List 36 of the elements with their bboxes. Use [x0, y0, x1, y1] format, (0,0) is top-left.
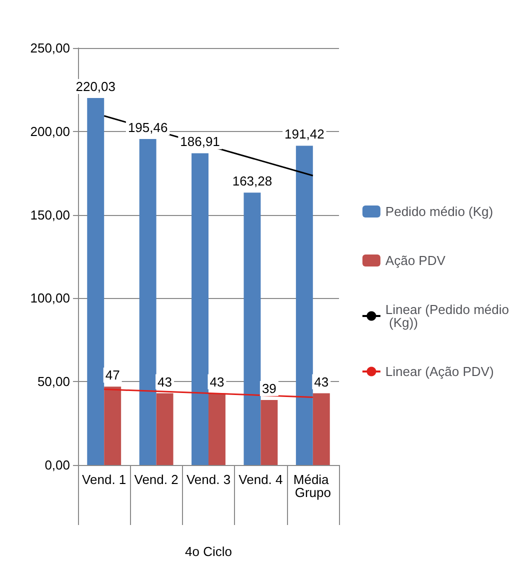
x-tick-label: Média Grupo [293, 472, 332, 500]
y-tick-label: 150,00 [30, 207, 70, 222]
y-tick-label: 100,00 [30, 290, 70, 306]
bar [208, 393, 226, 465]
x-tick-label: Vend. 4 [238, 472, 283, 487]
bar [296, 146, 313, 465]
y-tick-label: 0,00 [44, 458, 70, 472]
data-label: 47 [105, 368, 120, 383]
bar [192, 153, 208, 465]
y-tick-label: 50,00 [37, 374, 70, 390]
bar [260, 400, 278, 465]
data-label: 43 [210, 374, 224, 390]
bar [244, 192, 261, 465]
x-tick-label: Vend. 1 [82, 472, 126, 487]
data-label: 43 [158, 374, 172, 390]
y-tick-label: 250,00 [30, 40, 70, 56]
legend-label: Linear (Ação PDV) [385, 364, 494, 379]
y-tick-label: 200,00 [30, 124, 70, 139]
data-label: 195,46 [128, 120, 168, 135]
bar [104, 386, 122, 465]
bar [156, 393, 174, 465]
bar [312, 393, 330, 465]
legend-label: Pedido médio (Kg) [385, 204, 494, 219]
legend-label: Ação PDV [385, 253, 446, 268]
data-label: 39 [262, 380, 276, 396]
x-axis-title: 4o Ciclo [185, 544, 232, 559]
data-label: 163,28 [232, 174, 272, 189]
legend-label: Linear (Pedido médio (Kg)) [385, 302, 509, 330]
bar [87, 98, 104, 465]
data-label: 191,42 [284, 126, 324, 142]
data-label: 220,03 [76, 78, 116, 94]
x-tick-label: Vend. 2 [134, 472, 178, 487]
x-tick-label: Vend. 3 [186, 472, 231, 487]
data-label: 186,91 [180, 134, 220, 150]
bar [139, 138, 156, 465]
data-label: 43 [314, 374, 329, 390]
